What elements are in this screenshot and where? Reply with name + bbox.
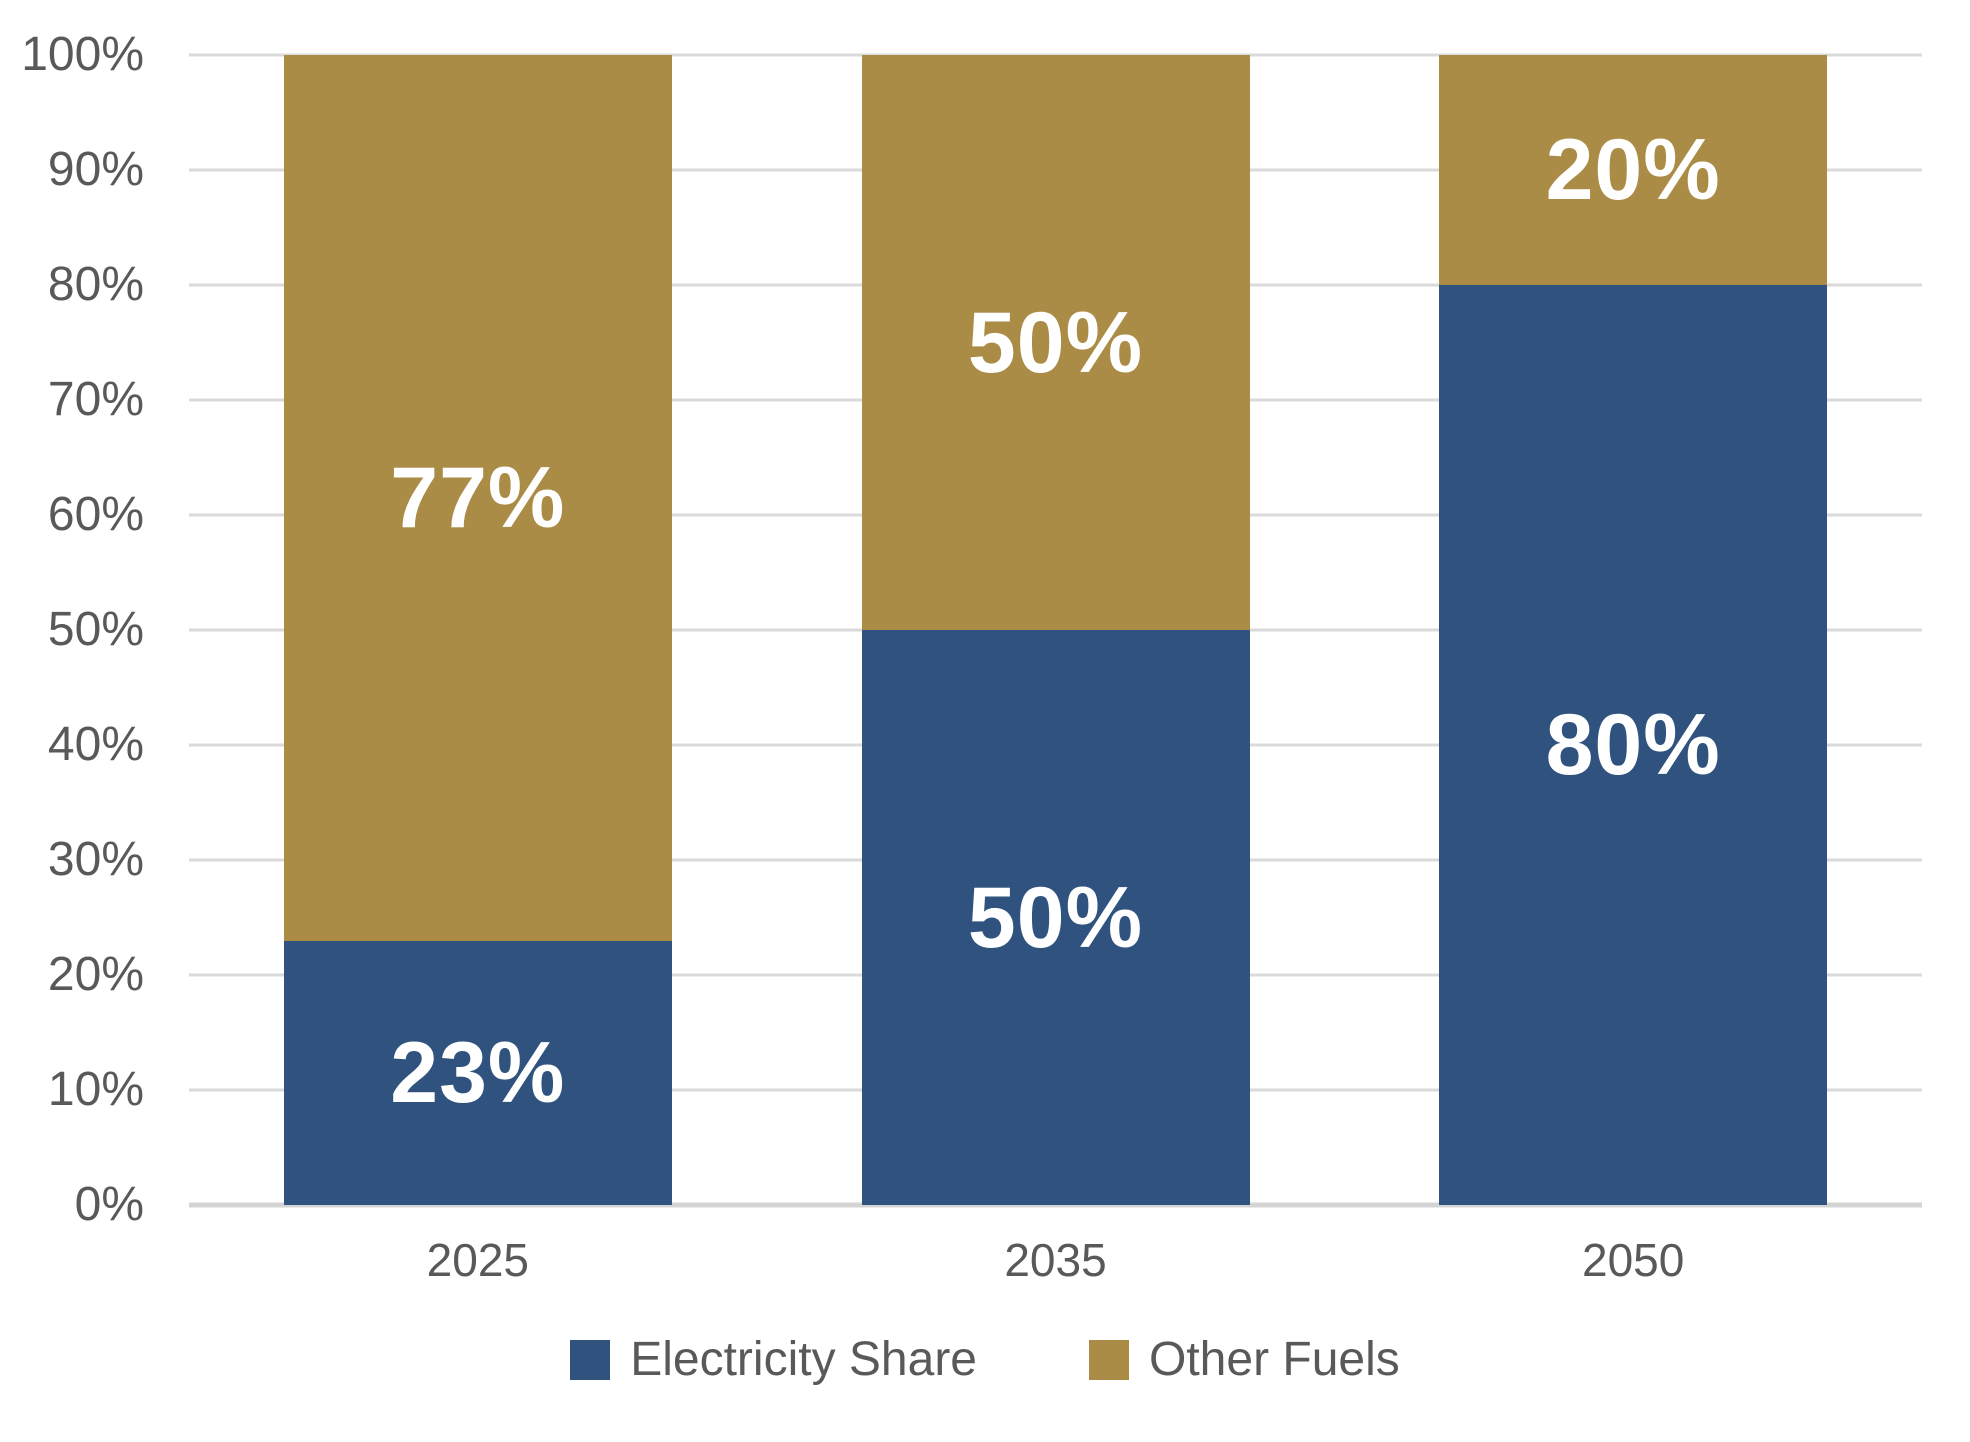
bar-segment-other-fuels-2025[interactable]: 77% xyxy=(283,55,672,941)
plot-area: 23% 77% 50% 50% 80% 20% xyxy=(189,53,1922,1208)
legend-item-other-fuels[interactable]: Other Fuels xyxy=(1089,1336,1400,1384)
y-tick-label-60: 60% xyxy=(47,488,144,541)
bar-2050[interactable]: 80% 20% xyxy=(1439,55,1828,1205)
legend-label-other-fuels: Other Fuels xyxy=(1149,1333,1400,1386)
y-tick-label-50: 50% xyxy=(47,603,144,656)
data-label-other-fuels-2035: 50% xyxy=(967,294,1144,391)
bar-segment-electricity-share-2035[interactable]: 50% xyxy=(861,630,1250,1205)
bar-2025[interactable]: 23% 77% xyxy=(283,55,672,1205)
x-axis: 2025 2035 2050 xyxy=(0,1205,1970,1305)
bar-segment-electricity-share-2025[interactable]: 23% xyxy=(283,940,672,1205)
legend-label-electricity-share: Electricity Share xyxy=(630,1333,977,1386)
y-tick-label-10: 10% xyxy=(47,1063,144,1116)
legend-swatch-electricity-share xyxy=(570,1340,611,1380)
x-tick-label-2050: 2050 xyxy=(1581,1234,1685,1286)
y-tick-label-20: 20% xyxy=(47,948,144,1001)
y-tick-label-0: 0% xyxy=(74,1178,144,1231)
x-tick-label-2035: 2035 xyxy=(1004,1234,1107,1286)
y-tick-label-100: 100% xyxy=(21,28,144,81)
y-axis: 0% 10% 20% 30% 40% 50% 60% 70% 80% 90% 100% xyxy=(0,31,150,1229)
legend-swatch-other-fuels xyxy=(1089,1340,1129,1380)
data-label-other-fuels-2025: 77% xyxy=(390,449,566,546)
data-label-electricity-share-2035: 50% xyxy=(967,869,1144,966)
y-tick-label-70: 70% xyxy=(47,373,144,426)
bar-2035[interactable]: 50% 50% xyxy=(861,55,1250,1205)
bar-segment-electricity-share-2050[interactable]: 80% xyxy=(1439,285,1828,1205)
y-tick-label-30: 30% xyxy=(47,833,144,886)
y-tick-label-90: 90% xyxy=(47,143,144,196)
x-axis-baseline xyxy=(189,1202,1922,1208)
data-label-electricity-share-2050: 80% xyxy=(1545,697,1721,793)
bar-segment-other-fuels-2035[interactable]: 50% xyxy=(861,55,1250,630)
x-tick-label-2025: 2025 xyxy=(426,1234,529,1286)
legend-item-electricity-share[interactable]: Electricity Share xyxy=(570,1336,977,1384)
y-tick-label-40: 40% xyxy=(47,718,144,771)
data-label-electricity-share-2025: 23% xyxy=(390,1024,566,1121)
data-label-other-fuels-2050: 20% xyxy=(1545,122,1721,218)
legend: Electricity Share Other Fuels xyxy=(0,1336,1970,1384)
y-tick-label-80: 80% xyxy=(47,258,144,311)
bar-segment-other-fuels-2050[interactable]: 20% xyxy=(1439,55,1828,285)
